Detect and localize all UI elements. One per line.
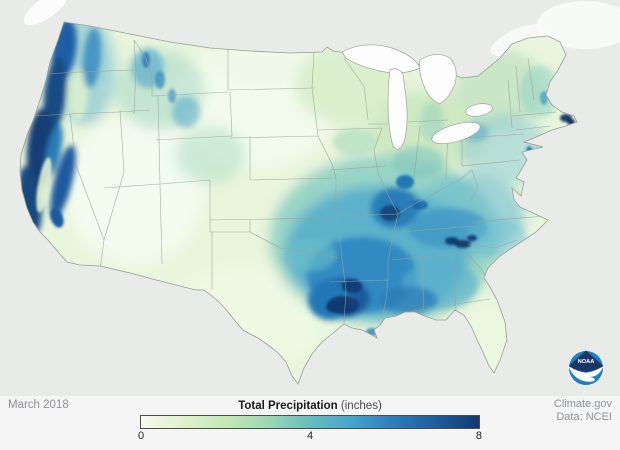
colorbar-tick-0: 0: [138, 430, 145, 442]
legend-title-unit: (inches): [340, 400, 382, 412]
lake-michigan: [387, 68, 408, 150]
canada-white-patches: [23, 0, 620, 57]
noaa-logo-text: NOAA: [578, 359, 595, 365]
us-map-svg: [19, 0, 620, 385]
map-area: NOAA: [0, 0, 620, 396]
legend-title: Total Precipitation (inches): [140, 400, 480, 412]
colorbar-tick-4: 4: [306, 430, 314, 442]
colorbar-ticks: 0 4 8: [138, 430, 482, 444]
lake-huron: [419, 54, 457, 105]
state-borders: [32, 39, 557, 325]
legend: Total Precipitation (inches) 0 4 8: [138, 400, 482, 444]
great-lakes: [341, 44, 493, 150]
credit-ncei: Data: NCEI: [556, 411, 612, 423]
us-outline: [19, 21, 578, 385]
date-label: March 2018: [8, 399, 69, 411]
footer: March 2018 Total Precipitation (inches) …: [0, 396, 620, 450]
credits: Climate.gov Data: NCEI: [554, 398, 612, 424]
lake-erie: [431, 121, 481, 145]
noaa-logo: NOAA: [568, 350, 604, 386]
precipitation-layer: [20, 22, 577, 384]
legend-title-main: Total Precipitation: [238, 400, 338, 412]
gulf-of-st-lawrence: [537, 1, 620, 49]
st-lawrence-valley: [490, 23, 546, 57]
noaa-seagull-icon: [568, 366, 604, 382]
credit-climategov: Climate.gov: [553, 398, 612, 410]
colorbar: [140, 415, 480, 429]
lake-ontario: [465, 103, 493, 117]
colorbar-tick-8: 8: [475, 430, 482, 442]
noaa-logo-sky: [568, 350, 604, 373]
